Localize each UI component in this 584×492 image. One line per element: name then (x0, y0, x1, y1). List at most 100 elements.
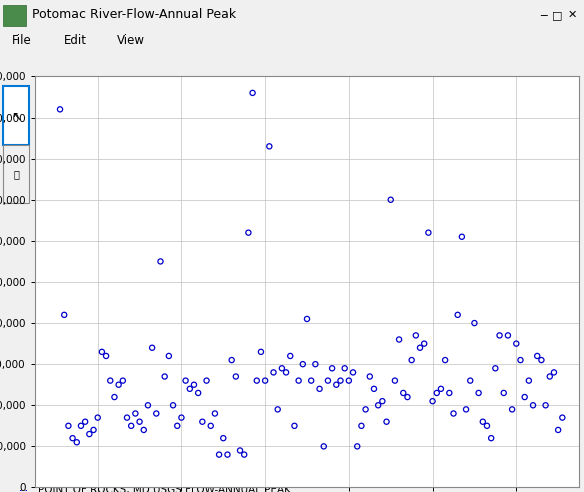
Text: File: File (12, 34, 32, 48)
Point (97, 348, 106, 356)
Point (324, 377, 333, 385)
Point (168, 401, 178, 409)
Point (252, 377, 262, 385)
Point (336, 377, 345, 385)
Point (524, 377, 534, 385)
Point (457, 233, 467, 241)
Point (235, 447, 245, 455)
Point (127, 422, 136, 430)
Point (106, 377, 115, 385)
Point (353, 442, 362, 450)
Point (365, 372, 374, 380)
Point (453, 311, 463, 319)
Point (340, 365, 349, 372)
Point (407, 356, 416, 364)
Point (281, 369, 291, 376)
Point (143, 401, 152, 409)
Text: □: □ (552, 10, 563, 20)
Point (374, 401, 383, 409)
Point (424, 229, 433, 237)
Text: Edit: Edit (64, 34, 87, 48)
Point (378, 397, 387, 405)
Text: View: View (117, 34, 145, 48)
Point (444, 389, 454, 397)
Point (545, 372, 554, 380)
Point (110, 393, 119, 401)
Point (89, 426, 98, 434)
Point (218, 434, 228, 442)
Point (349, 369, 358, 376)
Point (516, 356, 525, 364)
Point (223, 451, 232, 459)
Point (449, 409, 458, 417)
Point (177, 414, 186, 422)
Text: POINT OF ROCKS, MD USGS FLOW-ANNUAL PEAK: POINT OF ROCKS, MD USGS FLOW-ANNUAL PEAK (38, 485, 291, 492)
Point (390, 377, 399, 385)
Point (68, 434, 77, 442)
Point (131, 409, 140, 417)
Point (428, 397, 437, 405)
Point (147, 344, 157, 352)
Point (436, 385, 446, 393)
Point (357, 422, 366, 430)
Point (202, 377, 211, 385)
Point (152, 409, 161, 417)
Point (122, 414, 131, 422)
Point (533, 352, 542, 360)
Point (328, 365, 337, 372)
Point (290, 422, 299, 430)
Point (181, 377, 190, 385)
Point (118, 377, 127, 385)
Point (248, 89, 258, 97)
Point (135, 418, 144, 426)
Text: ─: ─ (540, 10, 547, 20)
Point (265, 142, 274, 150)
Point (239, 451, 249, 459)
Text: ↖: ↖ (11, 111, 22, 124)
Point (382, 418, 391, 426)
Point (411, 332, 420, 339)
Point (361, 405, 370, 413)
Point (231, 372, 241, 380)
Point (189, 381, 199, 389)
Point (102, 352, 111, 360)
Point (244, 229, 253, 237)
Point (81, 418, 90, 426)
Point (273, 405, 283, 413)
Point (432, 389, 442, 397)
Point (440, 356, 450, 364)
Point (512, 339, 521, 347)
Point (386, 196, 395, 204)
FancyBboxPatch shape (3, 87, 29, 145)
Point (206, 422, 215, 430)
Point (344, 377, 353, 385)
Point (415, 344, 425, 352)
Point (394, 336, 404, 343)
Bar (3, 4, 26, 26)
Point (507, 405, 517, 413)
Point (156, 257, 165, 265)
Text: ✕: ✕ (568, 10, 577, 20)
Point (294, 377, 303, 385)
Point (529, 401, 538, 409)
Point (85, 430, 94, 438)
Point (503, 332, 513, 339)
Point (315, 385, 324, 393)
Point (554, 426, 563, 434)
Point (64, 422, 73, 430)
Point (474, 389, 484, 397)
Point (256, 348, 266, 356)
Point (185, 385, 194, 393)
Point (482, 422, 492, 430)
Text: Potomac River-Flow-Annual Peak: Potomac River-Flow-Annual Peak (32, 8, 237, 22)
Point (93, 414, 102, 422)
Point (210, 409, 220, 417)
Point (277, 365, 287, 372)
Point (77, 422, 86, 430)
Point (303, 315, 312, 323)
Point (307, 377, 316, 385)
Point (478, 418, 488, 426)
Point (520, 393, 529, 401)
Point (72, 438, 81, 446)
Point (399, 389, 408, 397)
